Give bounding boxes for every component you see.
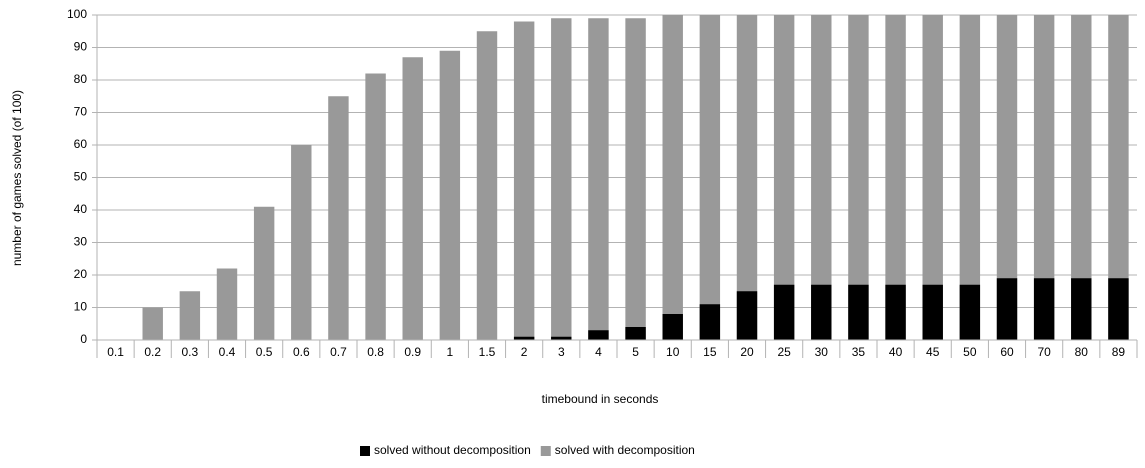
bar xyxy=(885,284,906,340)
bar xyxy=(551,336,572,340)
x-tick-label: 0.4 xyxy=(219,345,236,359)
x-axis-label: timebound in seconds xyxy=(542,392,659,406)
y-tick-label: 100 xyxy=(67,7,87,21)
bar xyxy=(513,21,535,340)
x-tick-label: 2 xyxy=(521,345,528,359)
bar xyxy=(625,18,646,340)
x-tick-label: 50 xyxy=(963,345,977,359)
y-tick-label: 70 xyxy=(74,105,88,119)
bar xyxy=(588,330,609,340)
bar xyxy=(699,304,721,340)
x-tick-label: 4 xyxy=(595,345,602,359)
x-tick-label: 40 xyxy=(889,345,903,359)
bar xyxy=(922,284,943,340)
y-tick-label: 90 xyxy=(74,40,88,54)
legend-swatch xyxy=(540,446,551,456)
bar xyxy=(996,15,1018,340)
x-tick-label: 80 xyxy=(1075,345,1089,359)
bar xyxy=(1033,15,1055,340)
x-tick-label: 15 xyxy=(703,345,717,359)
x-tick-label: 0.7 xyxy=(330,345,347,359)
x-tick-label: 0.3 xyxy=(182,345,199,359)
bar xyxy=(551,18,572,340)
bar xyxy=(1108,15,1129,340)
bar xyxy=(699,15,721,340)
x-tick-label: 3 xyxy=(558,345,565,359)
y-tick-label: 0 xyxy=(80,332,87,346)
bar xyxy=(216,268,238,340)
y-tick-label: 50 xyxy=(74,170,88,184)
y-tick-label: 60 xyxy=(74,137,88,151)
bar xyxy=(773,284,795,340)
bar xyxy=(402,57,423,340)
bar xyxy=(848,284,869,340)
legend-label: solved with decomposition xyxy=(555,443,695,457)
bar xyxy=(848,15,869,340)
bar xyxy=(662,314,683,340)
x-tick-label: 0.5 xyxy=(256,345,273,359)
bar xyxy=(439,50,461,340)
bar xyxy=(1108,278,1129,340)
bar xyxy=(513,336,535,340)
bar xyxy=(476,31,498,340)
x-tick-label: 1 xyxy=(447,345,454,359)
bar xyxy=(811,15,832,340)
x-tick-label: 60 xyxy=(1000,345,1014,359)
bar xyxy=(773,15,795,340)
x-tick-label: 45 xyxy=(926,345,940,359)
bar xyxy=(736,15,758,340)
x-tick-label: 0.8 xyxy=(367,345,384,359)
bar xyxy=(996,278,1018,340)
y-tick-label: 80 xyxy=(74,72,88,86)
bar xyxy=(328,96,349,340)
y-tick-label: 10 xyxy=(74,300,88,314)
bar xyxy=(662,15,683,340)
bar xyxy=(885,15,906,340)
y-axis-label: number of games solved (of 100) xyxy=(10,90,24,266)
y-tick-label: 30 xyxy=(74,235,88,249)
bar xyxy=(625,327,646,340)
bar xyxy=(142,307,163,340)
bar xyxy=(959,15,981,340)
x-tick-label: 1.5 xyxy=(479,345,496,359)
legend-label: solved without decomposition xyxy=(374,443,531,457)
x-tick-label: 5 xyxy=(632,345,639,359)
x-tick-label: 25 xyxy=(777,345,791,359)
bar xyxy=(1071,278,1092,340)
x-tick-label: 30 xyxy=(815,345,829,359)
bar xyxy=(959,284,981,340)
x-tick-label: 70 xyxy=(1037,345,1051,359)
x-tick-label: 35 xyxy=(852,345,866,359)
x-tick-label: 0.9 xyxy=(404,345,421,359)
x-tick-label: 0.2 xyxy=(144,345,161,359)
x-tick-label: 89 xyxy=(1112,345,1126,359)
bar xyxy=(291,145,312,340)
bar xyxy=(811,284,832,340)
y-tick-label: 20 xyxy=(74,267,88,281)
legend-swatch xyxy=(360,446,370,456)
bar xyxy=(736,291,758,340)
x-tick-label: 10 xyxy=(666,345,680,359)
bar xyxy=(922,15,943,340)
x-tick-label: 0.6 xyxy=(293,345,310,359)
bar xyxy=(1071,15,1092,340)
x-tick-label: 20 xyxy=(740,345,754,359)
y-tick-label: 40 xyxy=(74,202,88,216)
bar xyxy=(179,291,201,340)
bar xyxy=(253,206,275,340)
x-tick-label: 0.1 xyxy=(107,345,124,359)
bar xyxy=(1033,278,1055,340)
bar xyxy=(588,18,609,340)
bar xyxy=(365,73,386,340)
